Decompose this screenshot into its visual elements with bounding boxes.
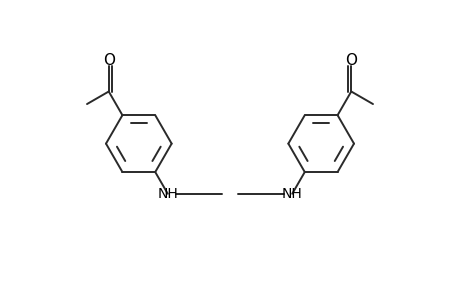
Text: NH: NH <box>157 187 178 201</box>
Text: O: O <box>345 53 357 68</box>
Text: NH: NH <box>281 187 302 201</box>
Text: O: O <box>102 53 114 68</box>
